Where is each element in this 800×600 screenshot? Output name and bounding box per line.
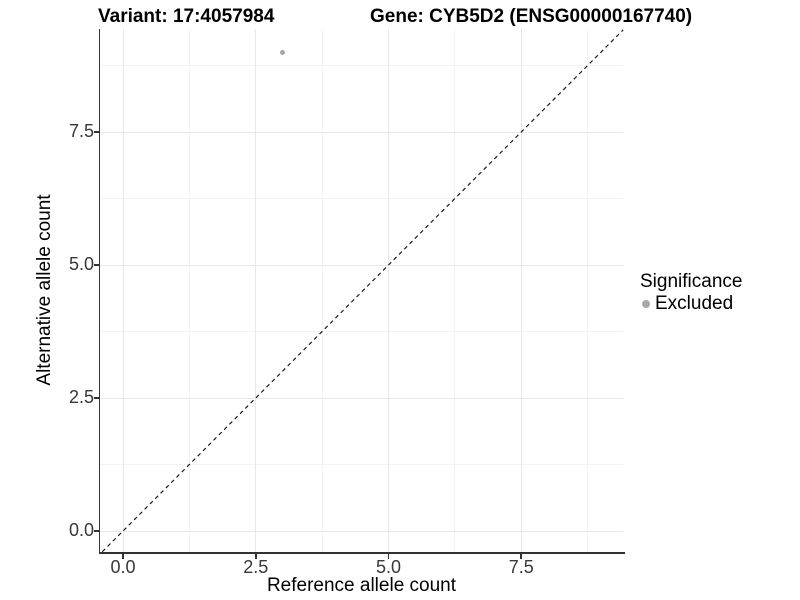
x-axis-title: Reference allele count xyxy=(266,575,457,596)
gridline-y-minor xyxy=(100,331,623,332)
gridline-x-minor xyxy=(454,29,456,553)
gridline-x-minor xyxy=(321,29,323,553)
gridline-y-major xyxy=(100,530,623,532)
data-point xyxy=(279,49,285,55)
gridline-x-major xyxy=(255,29,257,553)
legend: Significance Excluded xyxy=(638,271,742,314)
legend-key-dot xyxy=(642,300,650,308)
gridline-y-minor xyxy=(100,198,623,199)
y-tick xyxy=(94,264,99,266)
variant-title: Variant: 17:4057984 xyxy=(98,6,275,27)
y-tick-label: 2.5 xyxy=(68,387,94,407)
y-tick xyxy=(94,530,99,532)
gridline-x-minor xyxy=(188,29,190,553)
y-tick-label: 7.5 xyxy=(68,121,94,141)
gridline-y-minor xyxy=(100,65,623,66)
gridline-y-minor xyxy=(100,464,623,465)
gridline-x-major xyxy=(520,29,522,553)
y-tick xyxy=(94,397,99,399)
legend-entry: Excluded xyxy=(638,293,742,314)
x-tick xyxy=(122,554,124,559)
x-tick-label: 0.0 xyxy=(110,557,136,577)
x-tick xyxy=(520,554,523,559)
gridline-y-major xyxy=(100,264,623,266)
legend-entries: Excluded xyxy=(638,293,742,314)
y-tick-label: 0.0 xyxy=(68,520,94,540)
x-axis-line xyxy=(98,552,625,554)
gridline-x-major xyxy=(122,29,124,553)
y-tick-label: 5.0 xyxy=(68,254,94,274)
plot-panel xyxy=(100,29,624,553)
x-tick-label: 7.5 xyxy=(508,557,534,577)
gridline-y-major xyxy=(100,131,623,133)
y-axis-line xyxy=(98,29,101,554)
legend-title: Significance xyxy=(640,271,743,292)
gene-title: Gene: CYB5D2 (ENSG00000167740) xyxy=(370,6,693,27)
legend-entry-label: Excluded xyxy=(655,293,734,314)
x-tick xyxy=(387,554,390,559)
x-tick-label: 5.0 xyxy=(375,557,402,577)
identity-line xyxy=(101,29,624,553)
y-axis-title: Alternative allele count xyxy=(34,194,55,386)
x-tick xyxy=(254,554,257,559)
x-tick-label: 2.5 xyxy=(243,557,269,577)
gridline-y-major xyxy=(100,397,623,399)
gridline-x-minor xyxy=(587,29,589,553)
y-tick xyxy=(94,131,99,133)
gridline-x-major xyxy=(388,29,389,553)
